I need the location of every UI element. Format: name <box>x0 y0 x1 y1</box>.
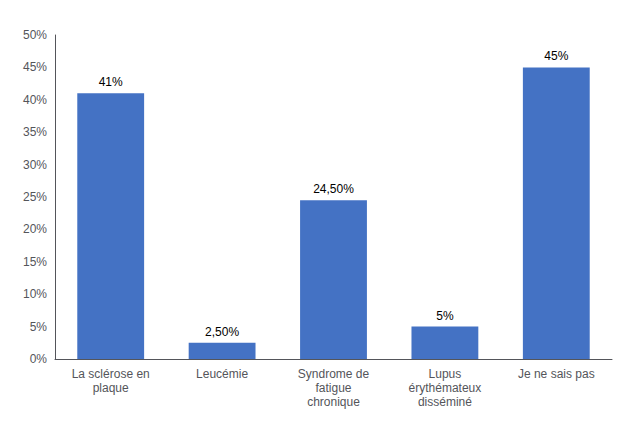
svg-text:Lupus: Lupus <box>429 367 462 381</box>
svg-text:chronique: chronique <box>307 395 360 409</box>
svg-text:érythémateux: érythémateux <box>409 381 482 395</box>
svg-text:2,50%: 2,50% <box>205 325 239 339</box>
svg-text:5%: 5% <box>436 309 454 323</box>
svg-text:Syndrome de: Syndrome de <box>298 367 370 381</box>
svg-text:40%: 40% <box>23 93 47 107</box>
svg-text:plaque: plaque <box>93 381 129 395</box>
svg-text:50%: 50% <box>23 28 47 42</box>
svg-text:Je ne sais pas: Je ne sais pas <box>518 367 595 381</box>
svg-text:Leucémie: Leucémie <box>196 367 248 381</box>
svg-text:24,50%: 24,50% <box>313 182 354 196</box>
svg-text:30%: 30% <box>23 158 47 172</box>
svg-text:45%: 45% <box>544 49 568 63</box>
svg-text:disséminé: disséminé <box>418 395 472 409</box>
svg-text:10%: 10% <box>23 287 47 301</box>
svg-text:41%: 41% <box>99 75 123 89</box>
svg-text:0%: 0% <box>30 352 48 366</box>
svg-text:35%: 35% <box>23 125 47 139</box>
svg-text:La sclérose en: La sclérose en <box>72 367 150 381</box>
svg-text:20%: 20% <box>23 222 47 236</box>
svg-text:25%: 25% <box>23 190 47 204</box>
svg-text:5%: 5% <box>30 320 48 334</box>
svg-text:45%: 45% <box>23 60 47 74</box>
svg-text:fatigue: fatigue <box>315 381 351 395</box>
svg-text:15%: 15% <box>23 255 47 269</box>
